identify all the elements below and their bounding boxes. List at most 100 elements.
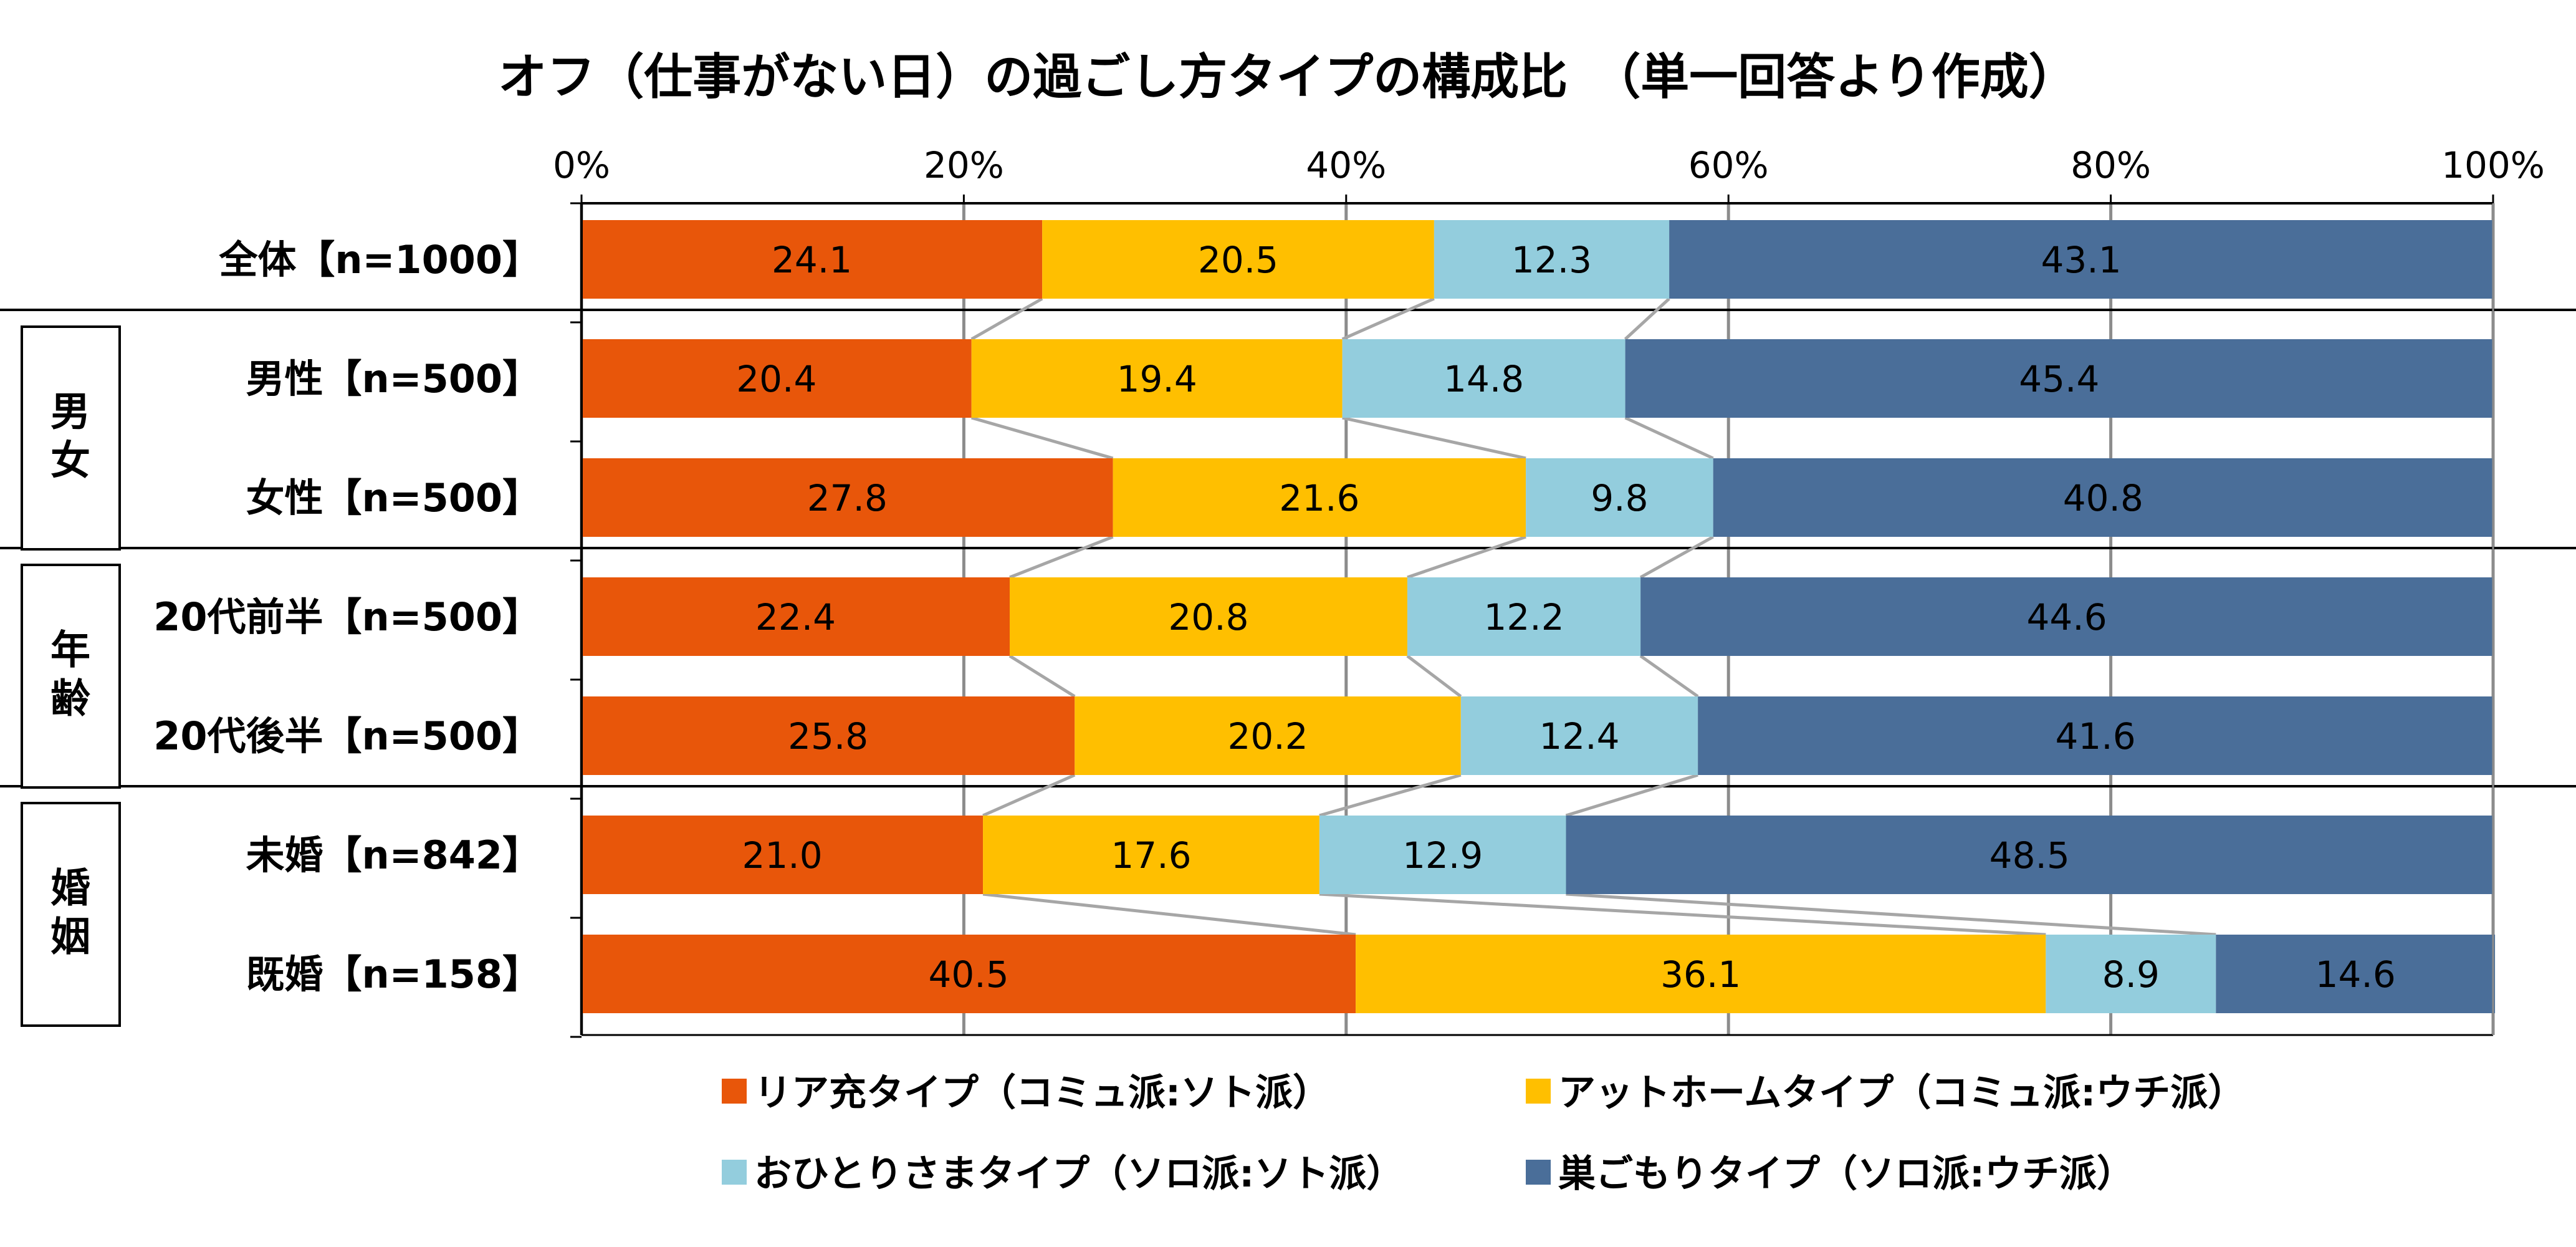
bar-segment xyxy=(1342,339,1626,418)
bar-segment xyxy=(1356,935,2046,1013)
legend-swatch xyxy=(722,1079,747,1104)
series-line xyxy=(1319,892,2046,936)
bar-segment xyxy=(582,816,984,894)
bar-segment xyxy=(1460,696,1698,775)
data-label: 40.8 xyxy=(2063,477,2143,519)
group-box xyxy=(21,802,121,1027)
data-label: 45.4 xyxy=(2019,358,2099,400)
x-axis-tick-label: 20% xyxy=(924,144,1004,186)
bar-segment xyxy=(1042,220,1434,299)
group-label-char: 婚 xyxy=(50,866,90,912)
series-line xyxy=(1341,297,1435,341)
x-axis-tick-label: 40% xyxy=(1306,144,1386,186)
group-label-char: 姻 xyxy=(50,915,90,961)
data-label: 40.5 xyxy=(928,953,1008,996)
legend-label: おひとりさまタイプ（ソロ派:ソト派） xyxy=(754,1152,1404,1196)
category-label: 未婚【n=842】 xyxy=(246,832,541,878)
data-label: 9.8 xyxy=(1591,477,1648,519)
legend-swatch xyxy=(722,1160,747,1185)
bar-segment xyxy=(1113,458,1526,537)
bar-segment xyxy=(582,339,972,418)
series-line xyxy=(1624,297,1670,340)
group-label: 男女 xyxy=(50,390,90,484)
data-label: 21.0 xyxy=(742,834,822,877)
bar-segment xyxy=(582,935,1356,1013)
data-label: 20.2 xyxy=(1227,715,1308,758)
bar-segment xyxy=(1010,577,1407,656)
group-label-char: 年 xyxy=(50,628,90,674)
category-label: 20代後半【n=500】 xyxy=(153,713,541,759)
bar-segment xyxy=(1640,577,2493,656)
series-line xyxy=(970,416,1114,460)
series-line xyxy=(1009,535,1114,579)
bar-segment xyxy=(983,816,1319,894)
data-label: 12.4 xyxy=(1539,715,1619,758)
bars: 24.1 20.5 12.3 43.1 20.4 19.4 14.8 45.4 27.8 21.6… xyxy=(582,220,2496,1013)
data-label: 41.6 xyxy=(2055,715,2135,758)
data-label: 20.5 xyxy=(1198,239,1278,281)
legend: リア充タイプ（コミュ派:ソト派） アットホームタイプ（コミュ派:ウチ派） おひとりさ… xyxy=(722,1071,2245,1196)
x-axis-tick-label: 80% xyxy=(2071,144,2151,186)
group-box xyxy=(21,325,121,551)
series-line xyxy=(1407,535,1526,579)
series-line xyxy=(1639,535,1714,579)
series-line xyxy=(1008,654,1076,698)
group-label: 年齢 xyxy=(50,628,90,723)
series-lines xyxy=(970,297,2216,936)
series-line xyxy=(970,297,1043,341)
data-label: 8.9 xyxy=(2102,953,2160,996)
data-label: 36.1 xyxy=(1660,953,1741,996)
data-label: 14.6 xyxy=(2315,953,2396,996)
group-box xyxy=(21,564,121,789)
legend-label: アットホームタイプ（コミュ派:ウチ派） xyxy=(1558,1071,2245,1115)
bar-segment xyxy=(1407,577,1641,656)
data-label: 12.9 xyxy=(1402,834,1483,877)
bar-segment xyxy=(582,577,1010,656)
x-axis-tick-label: 60% xyxy=(1688,144,1769,186)
x-axis-ticks: 0% 20% 40% 60% 80% 100% xyxy=(553,144,2545,186)
category-label: 既婚【n=158】 xyxy=(246,951,541,997)
bar-segment xyxy=(1526,458,1713,537)
data-label: 27.8 xyxy=(807,477,888,519)
series-line xyxy=(982,892,1356,936)
data-label: 48.5 xyxy=(1989,834,2070,877)
bar-segment xyxy=(1075,696,1461,775)
data-label: 44.6 xyxy=(2026,596,2107,638)
x-axis-tick-label: 100% xyxy=(2441,144,2545,186)
chart-title: オフ（仕事がない日）の過ごし方タイプの構成比 （単一回答より作成） xyxy=(498,49,2077,105)
category-label: 20代前半【n=500】 xyxy=(153,594,541,640)
series-line xyxy=(1406,655,1462,698)
x-axis-tick-label: 0% xyxy=(553,144,610,186)
series-line xyxy=(982,773,1076,817)
group-label-char: 男 xyxy=(50,390,90,436)
data-label: 20.8 xyxy=(1168,596,1248,638)
bar-segment xyxy=(1434,220,1670,299)
bar-segment xyxy=(1319,816,1566,894)
group-label: 婚姻 xyxy=(50,866,90,961)
category-label: 女性【n=500】 xyxy=(246,475,541,521)
group-separators xyxy=(0,309,2576,787)
data-label: 17.6 xyxy=(1111,834,1191,877)
series-line xyxy=(1565,773,1698,817)
data-label: 24.1 xyxy=(772,239,852,281)
series-line xyxy=(1319,773,1462,817)
bar-segment xyxy=(2046,935,2216,1013)
category-label: 男性【n=500】 xyxy=(246,356,541,402)
bar-segment xyxy=(1713,458,2493,537)
data-label: 19.4 xyxy=(1117,358,1197,400)
group-label-char: 齢 xyxy=(50,676,90,723)
bar-segment xyxy=(1625,339,2493,418)
legend-label: 巣ごもりタイプ（ソロ派:ウチ派） xyxy=(1558,1152,2134,1196)
data-label: 25.8 xyxy=(788,715,868,758)
group-label-char: 女 xyxy=(50,438,90,484)
bar-segment xyxy=(1669,220,2493,299)
bar-segment xyxy=(1566,816,2493,894)
category-labels: 全体【n=1000】男性【n=500】女性【n=500】 20代前半【n=500】… xyxy=(153,237,541,997)
legend-swatch xyxy=(1526,1160,1551,1185)
bar-segment xyxy=(582,220,1043,299)
data-label: 22.4 xyxy=(755,596,836,638)
category-label: 全体【n=1000】 xyxy=(218,237,541,282)
series-line xyxy=(1624,416,1714,460)
bar-segment xyxy=(2216,935,2496,1013)
